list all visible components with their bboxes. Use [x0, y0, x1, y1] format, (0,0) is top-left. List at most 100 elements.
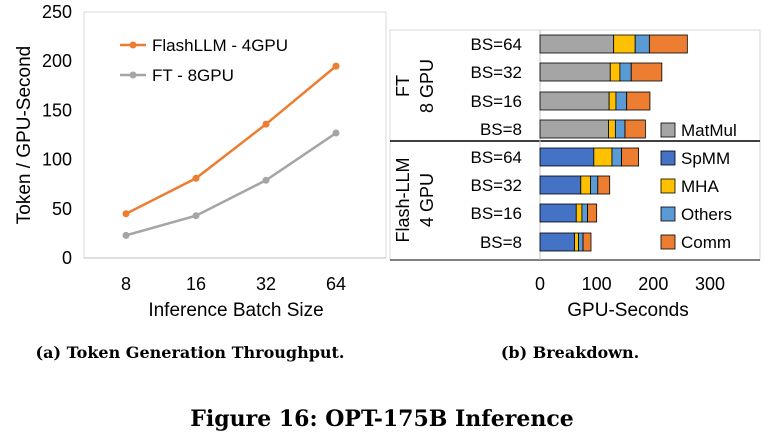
legend: FlashLLM - 4GPU FT - 8GPU: [120, 36, 288, 85]
x-tick-label: 200: [638, 274, 668, 294]
bar-segment: [574, 232, 579, 252]
bar-segment: [578, 232, 584, 252]
category-label: BS=16: [470, 204, 522, 223]
data-point: [192, 174, 200, 182]
category-label: BS=64: [470, 35, 522, 54]
x-tick-label: 16: [186, 274, 206, 294]
category-label: BS=32: [470, 63, 522, 82]
x-tick-label: 8: [121, 274, 131, 294]
series-line-1: [125, 131, 337, 237]
bar-segment: [615, 91, 628, 111]
x-axis-label: Inference Batch Size: [148, 300, 323, 321]
bar-segment: [621, 147, 639, 167]
bar-segment: [634, 34, 650, 54]
bar-segment: [648, 34, 688, 54]
series-line-0: [125, 65, 337, 215]
legend-swatch: [660, 234, 676, 250]
bar-segment: [539, 175, 582, 195]
y-tick-labels: 0 50 100 150 200 250: [42, 2, 72, 268]
category-labels: BS=64 BS=32 BS=16 BS=8 BS=64 BS=32 BS=16 BS=8: [470, 35, 522, 252]
bar-segment: [609, 62, 621, 82]
group-sublabel: 8 GPU: [417, 59, 437, 113]
bar-segment: [597, 175, 611, 195]
bar-segment: [539, 147, 595, 167]
legend-label: Comm: [681, 233, 731, 252]
legend-swatch: [660, 150, 676, 166]
bar-segment: [580, 175, 591, 195]
category-label: BS=8: [480, 120, 522, 139]
legend: MatMul SpMM MHA Others Comm: [660, 121, 737, 252]
data-point: [332, 62, 340, 70]
bar-segment: [590, 175, 599, 195]
y-axis-label: Token / GPU-Second: [14, 46, 35, 224]
bar-segment: [587, 203, 598, 223]
bar-segment: [539, 62, 611, 82]
y-tick-label: 100: [42, 150, 72, 170]
y-tick-label: 0: [62, 248, 72, 268]
legend-label: MatMul: [681, 121, 737, 140]
category-label: BS=32: [470, 176, 522, 195]
data-point: [122, 231, 130, 239]
x-tick-labels: 0 100 200 300: [535, 274, 725, 294]
y-tick-label: 200: [42, 51, 72, 71]
bar-segment: [539, 34, 615, 54]
bar-segment: [611, 147, 623, 167]
legend-label: FlashLLM - 4GPU: [152, 36, 288, 55]
bar-segment: [581, 203, 589, 223]
bar-segment: [539, 119, 609, 139]
legend-label: FT - 8GPU: [152, 66, 234, 85]
x-axis-label: GPU-Seconds: [567, 300, 688, 321]
group-sublabel: 4 GPU: [417, 173, 437, 227]
bar-segment: [624, 119, 646, 139]
category-label: BS=8: [480, 233, 522, 252]
bar-segment: [613, 34, 636, 54]
data-point: [332, 129, 340, 137]
bar-segment: [614, 119, 626, 139]
bar-segment: [575, 203, 583, 223]
legend-label: MHA: [681, 177, 719, 196]
data-point: [122, 210, 130, 218]
x-tick-label: 0: [535, 274, 545, 294]
bar-segment: [630, 62, 663, 82]
group-label: Flash-LLM: [393, 157, 413, 242]
data-point: [262, 176, 270, 184]
data-point: [192, 212, 200, 220]
x-tick-label: 32: [256, 274, 276, 294]
legend-swatch: [660, 206, 676, 222]
x-tick-label: 100: [582, 274, 612, 294]
x-tick-label: 64: [326, 274, 346, 294]
legend-label: Others: [681, 205, 732, 224]
group-labels: FT 8 GPU Flash-LLM 4 GPU: [393, 59, 437, 243]
series-layer: [122, 62, 340, 239]
legend-swatch: [660, 122, 676, 138]
bar-segment: [539, 203, 577, 223]
data-point: [262, 120, 270, 128]
bar-segment: [608, 91, 617, 111]
y-tick-label: 250: [42, 2, 72, 22]
legend-marker: [129, 71, 137, 79]
bars-layer: [539, 34, 688, 252]
bar-segment: [619, 62, 632, 82]
legend-marker: [129, 41, 137, 49]
x-tick-labels: 8 16 32 64: [121, 274, 346, 294]
caption-b: (b) Breakdown.: [501, 343, 639, 362]
bar-segment: [539, 91, 610, 111]
category-label: BS=64: [470, 148, 522, 167]
bar-segment: [608, 119, 616, 139]
group-label: FT: [393, 75, 413, 97]
category-label: BS=16: [470, 92, 522, 111]
bar-segment: [626, 91, 651, 111]
caption-a: (a) Token Generation Throughput.: [36, 343, 345, 362]
figure-caption: Figure 16: OPT-175B Inference: [190, 406, 573, 432]
legend-label: SpMM: [681, 149, 730, 168]
y-tick-label: 50: [52, 199, 72, 219]
bar-segment: [539, 232, 575, 252]
x-tick-label: 300: [695, 274, 725, 294]
legend-swatch: [660, 178, 676, 194]
bar-segment: [582, 232, 592, 252]
bar-segment: [593, 147, 613, 167]
y-tick-label: 150: [42, 100, 72, 120]
